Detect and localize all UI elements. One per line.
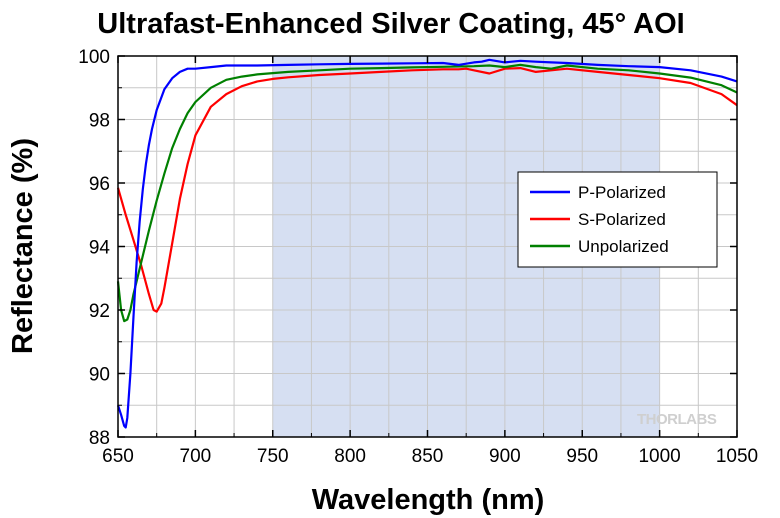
x-tick-label: 950 bbox=[566, 446, 598, 467]
y-tick-label: 100 bbox=[78, 47, 110, 68]
legend: P-Polarized S-Polarized Unpolarized bbox=[517, 171, 718, 268]
x-tick-label: 700 bbox=[180, 446, 212, 467]
y-tick-label: 92 bbox=[89, 301, 110, 322]
x-tick-label: 1050 bbox=[716, 446, 758, 467]
series-line-p-polarized bbox=[116, 58, 738, 429]
legend-label: P-Polarized bbox=[578, 183, 666, 202]
x-tick-label: 900 bbox=[489, 446, 521, 467]
series-layer bbox=[116, 58, 738, 429]
x-tick-label: 850 bbox=[412, 446, 444, 467]
legend-label: Unpolarized bbox=[578, 237, 669, 256]
y-tick-label: 98 bbox=[89, 111, 110, 132]
y-tick-label: 90 bbox=[89, 365, 110, 386]
y-tick-label: 88 bbox=[89, 428, 110, 449]
y-tick-labels: 88 90 92 94 96 98 100 bbox=[78, 47, 110, 449]
x-tick-label: 800 bbox=[334, 446, 366, 467]
series-line-s-polarized bbox=[116, 66, 738, 313]
x-tick-label: 650 bbox=[102, 446, 134, 467]
y-tick-label: 94 bbox=[89, 238, 111, 259]
y-tick-label: 96 bbox=[89, 174, 110, 195]
x-tick-label: 750 bbox=[257, 446, 289, 467]
y-axis-title: Reflectance (%) bbox=[7, 138, 39, 354]
x-tick-labels: 650 700 750 800 850 900 950 1000 1050 bbox=[102, 446, 758, 467]
thorlabs-watermark: THORLABS bbox=[637, 411, 717, 428]
x-axis-title: Wavelength (nm) bbox=[312, 484, 545, 516]
x-tick-label: 1000 bbox=[638, 446, 680, 467]
legend-label: S-Polarized bbox=[578, 210, 666, 229]
chart-title: Ultrafast-Enhanced Silver Coating, 45° A… bbox=[97, 8, 684, 40]
series-line-unpolarized bbox=[116, 63, 738, 323]
axis-ticks bbox=[117, 55, 738, 438]
